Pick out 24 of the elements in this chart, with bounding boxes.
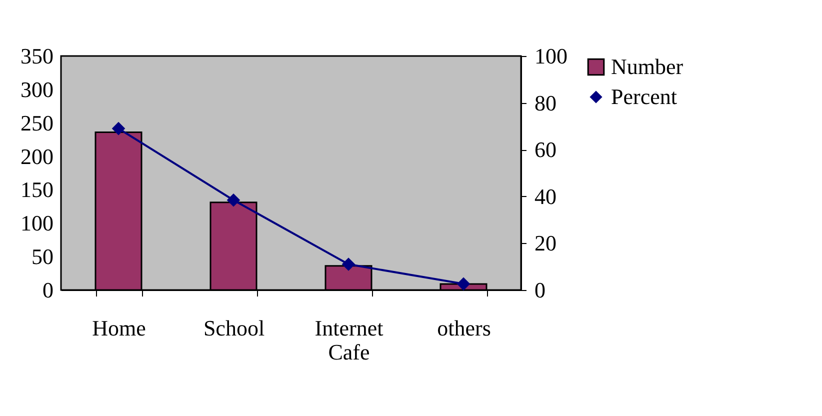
point: [457, 278, 470, 290]
y2-tick-label: 40: [534, 184, 556, 209]
x-tick-label: Internet Cafe: [314, 316, 384, 364]
y2-tick-label: 0: [534, 278, 546, 302]
y-tick-label: 50: [32, 244, 54, 270]
x-tick-label: School: [203, 316, 265, 340]
point: [112, 122, 125, 135]
y-tick-label: 300: [20, 76, 54, 102]
point: [342, 258, 355, 271]
y-tick-label: 350: [20, 44, 54, 68]
y-tick-label: 0: [42, 278, 54, 302]
x-tick-label: Home: [92, 316, 146, 340]
y2-tick-label: 100: [534, 44, 568, 68]
y-tick-label: 150: [20, 177, 54, 202]
x-tick-label: others: [437, 316, 491, 340]
y-tick-label: 100: [20, 210, 54, 236]
point: [227, 194, 240, 206]
y2-tick-label: 60: [534, 137, 556, 162]
y-tick-label: 200: [20, 144, 54, 169]
legend-label: Percent: [611, 84, 677, 109]
y2-tick-label: 80: [534, 90, 556, 116]
y2-tick-label: 20: [534, 230, 556, 256]
legend-label: Number: [611, 54, 684, 79]
y-tick-label: 250: [20, 110, 54, 136]
